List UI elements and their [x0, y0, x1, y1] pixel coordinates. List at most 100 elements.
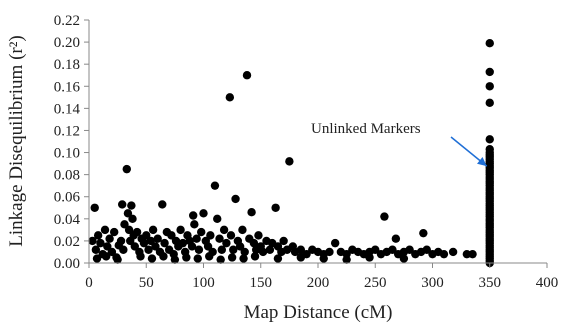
- data-point: [107, 247, 117, 257]
- data-point: [226, 231, 236, 240]
- y-tick-label: 0.14: [54, 101, 81, 117]
- data-point: [235, 242, 245, 251]
- data-point: [485, 38, 494, 48]
- data-point: [238, 225, 247, 235]
- y-tick-label: 0.12: [54, 123, 80, 139]
- data-point: [265, 245, 275, 254]
- data-point: [485, 82, 494, 91]
- data-point: [116, 236, 126, 246]
- data-point: [319, 254, 328, 263]
- data-point: [222, 238, 231, 248]
- data-point: [130, 242, 139, 251]
- data-point: [388, 245, 397, 254]
- data-point: [188, 211, 198, 220]
- data-point: [93, 231, 103, 240]
- data-point: [485, 135, 494, 144]
- data-point: [109, 227, 119, 237]
- data-point: [485, 67, 494, 77]
- data-point: [330, 238, 340, 248]
- data-point: [405, 245, 414, 254]
- data-point: [96, 238, 105, 248]
- data-point: [296, 253, 306, 262]
- data-point: [239, 254, 248, 263]
- data-point: [296, 245, 306, 254]
- y-tick-label: 0.08: [54, 168, 80, 184]
- x-tick-label: 400: [536, 275, 559, 291]
- data-point: [105, 234, 114, 243]
- data-point: [399, 254, 409, 263]
- data-point: [249, 238, 259, 248]
- data-point: [380, 212, 389, 221]
- data-point: [176, 225, 185, 235]
- data-point: [178, 238, 188, 248]
- x-tick-label: 350: [479, 275, 502, 291]
- data-point: [254, 231, 263, 240]
- data-point: [148, 225, 158, 235]
- data-point: [485, 98, 494, 108]
- y-tick-label: 0.18: [54, 57, 80, 73]
- data-point: [210, 181, 220, 190]
- data-point: [439, 249, 449, 259]
- annotation-arrowhead: [477, 157, 487, 167]
- data-point: [139, 238, 149, 248]
- y-tick-label: 0.04: [54, 212, 81, 228]
- data-point: [124, 225, 134, 235]
- data-point: [101, 252, 111, 261]
- data-point: [127, 201, 136, 210]
- data-point: [419, 228, 428, 238]
- y-tick-label: 0.00: [54, 256, 80, 272]
- data-point: [192, 234, 201, 243]
- x-tick-label: 50: [139, 275, 154, 291]
- x-tick-label: 100: [192, 275, 215, 291]
- data-point: [100, 225, 110, 235]
- data-point: [88, 236, 97, 246]
- data-point: [190, 220, 199, 229]
- data-point: [194, 245, 204, 254]
- x-tick-label: 150: [250, 275, 273, 291]
- x-tick-label: 200: [307, 275, 330, 291]
- data-point: [147, 254, 157, 263]
- data-point: [123, 209, 133, 218]
- data-point: [227, 253, 237, 262]
- data-point: [279, 236, 288, 246]
- chart-axes: 0.00 0.02 0.04 0.06 0.08 0.10 0.12 0.14 0.16 0.18…: [54, 13, 559, 291]
- data-point: [342, 255, 351, 264]
- data-point: [448, 247, 458, 257]
- data-point: [247, 207, 256, 217]
- data-point: [219, 225, 229, 235]
- data-point: [146, 236, 156, 246]
- data-point: [158, 200, 167, 209]
- data-point: [199, 209, 208, 218]
- y-axis-title: Linkage Disequilibrium (r²): [6, 35, 27, 246]
- data-point: [160, 238, 169, 248]
- chart-marks: [88, 38, 494, 268]
- data-point: [231, 194, 240, 204]
- data-point: [271, 203, 280, 212]
- data-point: [229, 245, 238, 254]
- data-point: [159, 252, 168, 261]
- data-point: [205, 252, 214, 261]
- y-tick-label: 0.10: [54, 146, 80, 162]
- data-point: [128, 214, 137, 224]
- data-point: [153, 234, 162, 243]
- data-point: [365, 253, 374, 262]
- data-point: [193, 254, 202, 263]
- x-tick-label: 300: [421, 275, 444, 291]
- data-point: [250, 252, 260, 261]
- data-point: [118, 200, 127, 209]
- data-point: [206, 231, 215, 240]
- data-point: [136, 252, 145, 261]
- data-point: [119, 245, 128, 254]
- data-point: [468, 249, 477, 259]
- data-point: [203, 242, 213, 251]
- data-point: [187, 242, 197, 251]
- data-point: [120, 220, 129, 229]
- data-point: [132, 227, 142, 237]
- data-point: [258, 247, 268, 257]
- y-tick-label: 0.06: [54, 190, 81, 206]
- x-axis-title: Map Distance (cM): [244, 302, 393, 323]
- data-point: [273, 254, 283, 263]
- x-tick-label: 0: [85, 275, 93, 291]
- y-tick-label: 0.22: [54, 13, 80, 29]
